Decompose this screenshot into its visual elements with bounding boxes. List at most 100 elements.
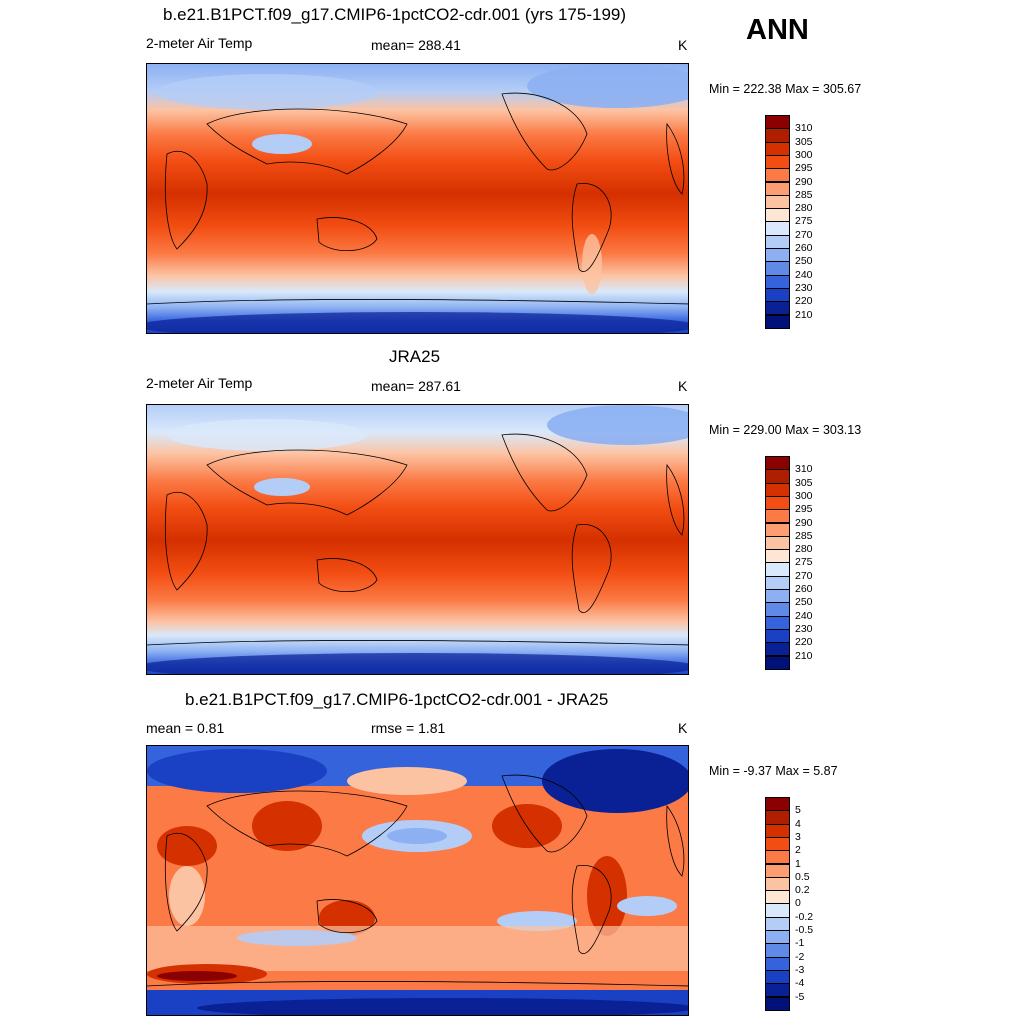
- colorbar-swatch: [765, 850, 790, 865]
- panel-3-colorbar: 5 4 3 2 1 0.5 0.2 0 -0.2 -0.5 -1 -2 -3 -4 -5: [765, 797, 813, 1011]
- colorbar-tick-label: 0.5: [795, 870, 810, 883]
- colorbar-swatch: [765, 154, 790, 170]
- colorbar-swatch: [765, 562, 790, 577]
- colorbar-tick-label: 290: [795, 175, 813, 188]
- colorbar-swatch: [765, 890, 790, 905]
- colorbar-swatch: [765, 876, 790, 892]
- colorbar-tick-label: 2: [795, 844, 801, 857]
- colorbar-swatch: [765, 549, 790, 564]
- colorbar-tick-label: -0.2: [795, 910, 814, 923]
- panel-1-map: [146, 63, 689, 334]
- colorbar-tick-label: 230: [795, 622, 813, 635]
- colorbar-tick-label: 250: [795, 596, 813, 609]
- colorbar-swatch: [765, 248, 790, 263]
- panel-3-units-label: K: [678, 720, 688, 736]
- panel-2-title: JRA25: [389, 347, 441, 366]
- colorbar-swatch: [765, 810, 790, 825]
- colorbar-swatch: [765, 522, 790, 537]
- colorbar-swatch: [765, 301, 790, 316]
- colorbar-tick-label: 305: [795, 476, 813, 489]
- colorbar-swatch: [765, 261, 790, 276]
- panel-1-title: b.e21.B1PCT.f09_g17.CMIP6-1pctCO2-cdr.00…: [163, 5, 627, 24]
- colorbar-tick-label: 3: [795, 830, 801, 843]
- panel-2-units-label: K: [678, 378, 688, 394]
- colorbar-tick-label: 310: [795, 122, 813, 135]
- panel-3-minmax: Min = -9.37 Max = 5.87: [709, 764, 838, 778]
- colorbar-swatch: [765, 655, 790, 670]
- panel-3-title: b.e21.B1PCT.f09_g17.CMIP6-1pctCO2-cdr.00…: [185, 690, 609, 709]
- colorbar-tick-label: 0.2: [795, 884, 810, 897]
- colorbar-tick-label: 230: [795, 281, 813, 294]
- colorbar-tick-label: -1: [795, 937, 805, 950]
- panel-1-mean-label: mean= 288.41: [371, 37, 461, 53]
- colorbar-swatch: [765, 535, 790, 551]
- colorbar-tick-label: 260: [795, 583, 813, 595]
- colorbar-tick-label: 300: [795, 148, 813, 161]
- colorbar-tick-label: 310: [795, 463, 813, 476]
- panel-1-colorbar: 310 305 300 295 290 285 280 275 270 260 250 240 230 2…: [765, 115, 813, 329]
- colorbar-swatch: [765, 208, 790, 223]
- colorbar-tick-label: -3: [795, 963, 805, 976]
- colorbar-swatch: [765, 314, 790, 329]
- colorbar-tick-label: 240: [795, 609, 813, 622]
- panel-1-map-field: [147, 64, 688, 333]
- colorbar-swatch: [765, 128, 790, 143]
- colorbar-swatch: [765, 823, 790, 838]
- colorbar-swatch: [765, 943, 790, 958]
- panel-2-map-field: [147, 405, 688, 674]
- colorbar-swatch: [765, 602, 790, 617]
- colorbar-swatch: [765, 115, 790, 130]
- colorbar-tick-label: 275: [795, 215, 813, 228]
- colorbar-swatch: [765, 797, 790, 812]
- colorbar-swatch: [765, 456, 790, 471]
- colorbar-tick-label: 290: [795, 516, 813, 529]
- colorbar-tick-label: 1: [795, 857, 801, 870]
- colorbar-tick-label: 260: [795, 242, 813, 254]
- colorbar-swatch: [765, 575, 790, 590]
- colorbar-swatch: [765, 969, 790, 985]
- colorbar-tick-label: -0.5: [795, 924, 814, 936]
- colorbar-tick-label: 285: [795, 188, 813, 201]
- colorbar-tick-label: 5: [795, 804, 801, 817]
- panel-2-map: [146, 404, 689, 675]
- colorbar-tick-label: 250: [795, 255, 813, 268]
- colorbar-tick-label: 305: [795, 135, 813, 148]
- colorbar-swatch: [765, 168, 790, 183]
- colorbar-swatch: [765, 836, 790, 852]
- panel-2-minmax: Min = 229.00 Max = 303.13: [709, 423, 862, 437]
- panel-2-mean-label: mean= 287.61: [371, 378, 461, 394]
- colorbar-swatch: [765, 509, 790, 524]
- colorbar-swatch: [765, 482, 790, 497]
- colorbar-swatch: [765, 274, 790, 289]
- panel-2-variable-label: 2-meter Air Temp: [146, 375, 253, 391]
- panel-3-map: [146, 745, 689, 1016]
- panel-1-minmax: Min = 222.38 Max = 305.67: [709, 82, 862, 96]
- panel-1-units-label: K: [678, 37, 688, 53]
- panel-3-mean-label: mean = 0.81: [146, 720, 225, 736]
- colorbar-swatch: [765, 287, 790, 303]
- panel-1-coastlines: [147, 92, 688, 305]
- colorbar-tick-label: 285: [795, 529, 813, 542]
- colorbar-swatch: [765, 221, 790, 236]
- colorbar-swatch: [765, 234, 790, 249]
- colorbar-swatch: [765, 930, 790, 945]
- colorbar-swatch: [765, 642, 790, 657]
- colorbar-tick-label: 270: [795, 569, 813, 582]
- colorbar-swatch: [765, 983, 790, 998]
- colorbar-swatch: [765, 615, 790, 630]
- colorbar-swatch: [765, 194, 790, 210]
- colorbar-swatch: [765, 916, 790, 931]
- colorbar-swatch: [765, 996, 790, 1011]
- panel-1-variable-label: 2-meter Air Temp: [146, 35, 253, 51]
- panel-3-rmse-label: rmse = 1.81: [371, 720, 446, 736]
- panel-2-coastlines: [147, 433, 688, 646]
- panel-3-coastlines: [147, 774, 688, 987]
- colorbar-swatch: [765, 141, 790, 156]
- season-label: ANN: [746, 14, 809, 46]
- panel-3-map-field: [147, 746, 688, 1015]
- colorbar-swatch: [765, 469, 790, 484]
- colorbar-tick-label: 300: [795, 489, 813, 502]
- colorbar-swatch: [765, 495, 790, 511]
- colorbar-tick-label: 280: [795, 543, 813, 556]
- colorbar-swatch: [765, 903, 790, 918]
